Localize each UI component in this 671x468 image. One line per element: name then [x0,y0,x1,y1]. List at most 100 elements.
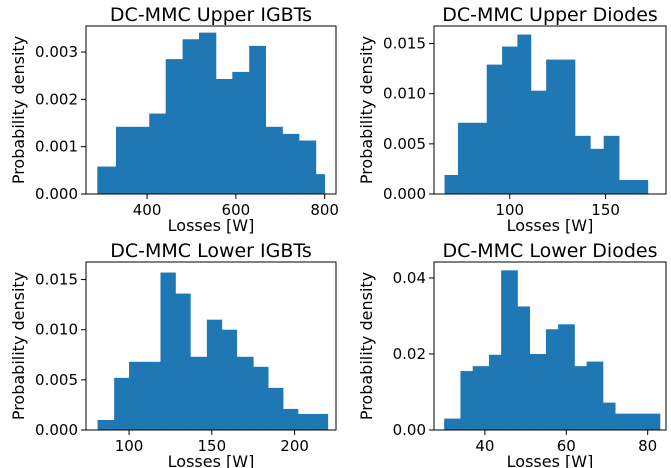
histogram-bar [472,366,490,430]
histogram-bar [634,179,649,194]
histogram-bar [457,122,474,194]
histogram-bar [545,329,559,430]
x-tick-label: 80 [638,437,657,455]
histogram-bar [115,126,133,194]
histogram-bar [444,418,461,430]
y-tick-label: 0.000 [35,185,78,203]
histogram-bar [232,71,250,194]
histogram-bar [602,402,616,430]
histogram-bar [590,148,605,194]
histogram-bar [486,64,503,194]
subplot-2: 100 150 0.000 0.005 0.010 0.015 DC-MMC Upper D… [357,4,667,235]
x-tick-label: 200 [280,437,309,455]
histogram-bar [149,113,167,194]
y-tick-label: 0.001 [35,138,78,156]
chart-title: DC-MMC Upper Diodes [442,4,658,26]
histogram-bar [249,45,267,195]
x-tick-label: 400 [133,201,162,219]
histogram-bar [631,413,645,430]
histogram-bar [473,122,488,194]
axes-frame [433,25,667,195]
y-axis-label: Probability density [9,272,28,420]
histogram-bar [561,59,576,194]
histogram-bar [297,413,315,430]
y-tick-label: 0.02 [393,345,426,363]
histogram-bar [314,413,329,430]
y-tick-label: 0.002 [35,90,78,108]
chart-title: DC-MMC Lower Diodes [443,240,658,262]
histogram-bar [129,361,145,430]
histogram-bar [517,306,531,430]
histogram-bar [114,377,130,430]
y-axis-label: Probability density [9,36,28,184]
y-tick-label: 0.010 [383,85,426,103]
histogram-bar [298,140,317,194]
chart-title: DC-MMC Upper IGBTs [110,4,312,26]
histogram-bar [268,387,284,430]
histogram-bar [488,354,502,430]
histogram-bar [558,324,575,430]
histogram-bar [530,90,547,194]
histogram-bar [444,174,459,194]
histogram-bar [199,32,217,194]
axes-frame [433,261,667,431]
y-tick-label: 0.000 [35,421,78,439]
y-tick-label: 0.000 [383,185,426,203]
histogram-bar [529,353,547,430]
x-tick-label: 60 [557,437,576,455]
histogram-bar [517,34,532,194]
chart-title: DC-MMC Lower IGBTs [110,240,312,262]
axes-frame [85,261,337,431]
histogram-bar [206,319,223,430]
x-tick-label: 600 [222,201,251,219]
histogram-bar [546,59,562,194]
histogram-bar [574,366,588,430]
subplot-4: 40 60 80 0.00 0.02 0.04 DC-MMC Lower Diodes Los… [357,240,667,468]
subplot-1: 400 600 800 0.000 0.001 0.002 0.003 DC-MMC Uppe… [9,4,339,235]
y-tick-label: 0.015 [35,271,78,289]
x-axis-label: Losses [W] [168,452,255,468]
x-axis-label: Losses [W] [507,216,594,235]
histogram-bar [182,39,200,195]
x-tick-label: 40 [475,437,494,455]
histogram-bar [97,166,117,194]
histogram-bar [236,356,254,430]
y-tick-label: 0.00 [393,421,426,439]
y-tick-label: 0.005 [383,135,426,153]
histogram-bar [586,361,604,430]
histogram-bar [502,46,518,195]
x-axis-label: Losses [W] [507,452,594,468]
x-tick-label: 800 [310,201,339,219]
histogram-bar [175,293,191,430]
y-tick-label: 0.010 [35,321,78,339]
histogram-bar [143,361,161,430]
histogram-bar [221,329,238,430]
x-tick-label: 150 [591,201,620,219]
y-tick-label: 0.003 [35,43,78,61]
x-tick-label: 100 [495,201,524,219]
y-tick-label: 0.005 [35,371,78,389]
histogram-bar [283,408,299,430]
histogram-bar [603,135,620,194]
histogram-bar [643,413,661,430]
histogram-bar [282,133,300,194]
histogram-bar [265,126,283,194]
histogram-bar [190,356,208,430]
histogram-bar [460,371,474,430]
histogram-bar [574,135,591,194]
y-axis-label: Probability density [357,36,376,184]
x-tick-label: 100 [115,437,144,455]
histogram-bar [215,79,233,194]
axes-frame [85,25,337,195]
y-axis-label: Probability density [357,272,376,420]
histogram-bar [253,366,269,430]
histogram-bar [615,413,632,430]
x-tick-label: 150 [198,437,227,455]
histogram-bar [160,272,176,430]
histogram-bar [501,270,518,430]
y-tick-label: 0.04 [393,269,426,287]
histogram-bar [132,126,150,194]
y-tick-label: 0.015 [383,35,426,53]
histogram-bar [315,174,326,194]
